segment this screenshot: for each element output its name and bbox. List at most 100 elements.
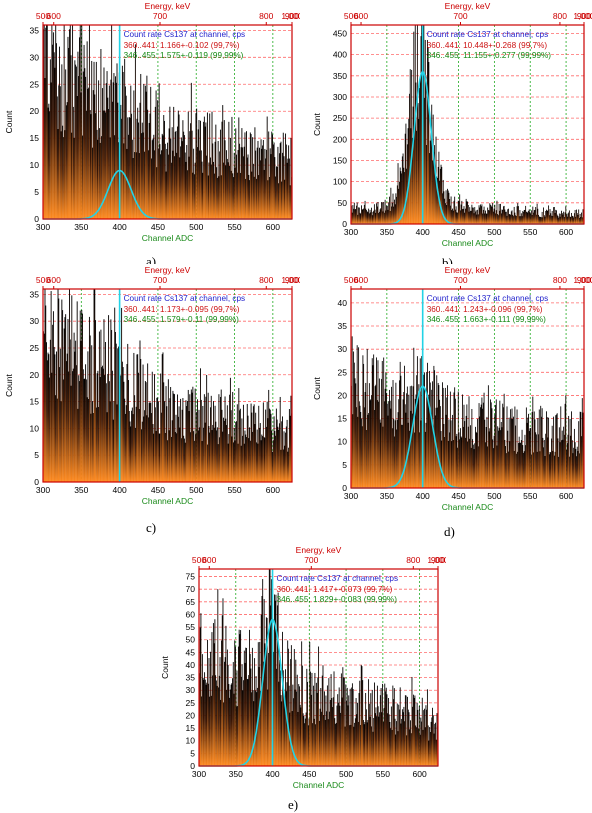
spectrum-bar (184, 442, 186, 482)
spectrum-bar (160, 150, 162, 219)
spectrum-bar (234, 167, 236, 219)
spectrum-bar (45, 27, 47, 219)
spectrum-bar (49, 377, 51, 482)
energy-tick-label: 1,000 (281, 11, 300, 21)
spectrum-bar (246, 437, 247, 482)
spectrum-bar (100, 49, 102, 219)
spectrum-bar (395, 382, 397, 488)
spectrum-bar (349, 725, 350, 766)
spectrum-bar (290, 659, 292, 766)
spectrum-bar (563, 211, 565, 224)
spectrum-bar (505, 211, 507, 224)
x-axis-label: Channel ADC (142, 233, 194, 243)
spectrum-bar (87, 351, 89, 482)
x-tick-label: 350 (74, 485, 88, 495)
spectrum-bar (113, 401, 115, 482)
spectrum-bar (379, 419, 381, 488)
spectrum-bar (166, 406, 168, 482)
spectrum-bar (568, 456, 570, 488)
spectrum-bar (265, 409, 267, 482)
spectrum-bar (426, 689, 428, 766)
plot-frame (350, 24, 585, 225)
y-tick-label: 150 (333, 155, 347, 165)
spectrum-bar (272, 144, 274, 219)
spectrum-bar (86, 41, 88, 219)
spectrum-bar (170, 387, 172, 482)
spectrum-bar (354, 718, 356, 766)
y-tick-label: 70 (186, 584, 196, 594)
spectrum-bar (48, 354, 50, 482)
spectrum-bar (533, 210, 535, 224)
spectrum-bar (82, 369, 84, 482)
spectrum-bar (428, 740, 430, 766)
spectrum-bar (400, 171, 402, 224)
spectrum-bar (155, 430, 157, 482)
spectrum-bar (151, 371, 153, 482)
spectrum-bar (153, 433, 155, 482)
spectrum-bar (472, 207, 474, 224)
spectrum-bar (394, 420, 396, 488)
spectrum-bar (246, 157, 248, 219)
spectrum-bar (130, 426, 132, 482)
spectrum-bar (401, 156, 403, 224)
spectrum-bar (82, 135, 83, 219)
spectrum-bar (408, 394, 410, 488)
spectrum-bar (514, 212, 516, 224)
y-tick-label: 35 (338, 321, 348, 331)
spectrum-bar (505, 446, 507, 488)
spectrum-bar (59, 46, 61, 219)
spectrum-bar (253, 404, 255, 482)
spectrum-bar (364, 200, 366, 224)
spectrum-bar (236, 421, 237, 482)
spectrum-bar (278, 153, 280, 219)
legend-row: 360..441: 1.243+-0.096 (99,7%) (427, 305, 543, 314)
spectrum-bar (174, 156, 175, 219)
spectrum-bar (116, 63, 118, 220)
spectrum-bar (464, 437, 466, 488)
spectrum-bar (466, 404, 468, 488)
spectrum-bar (49, 111, 51, 219)
spectrum-bar (525, 211, 527, 224)
spectrum-bar (193, 440, 195, 482)
spectrum-bar (339, 705, 341, 766)
spectrum-bar (206, 155, 208, 219)
spectrum-bar (69, 289, 70, 482)
spectrum-bar (244, 132, 246, 219)
spectrum-bar (60, 131, 62, 219)
spectrum-bar (371, 689, 373, 766)
energy-tick-label: 600 (354, 275, 368, 285)
legend-row: 346..455: 1.829+-0.083 (99,99%) (277, 595, 398, 604)
spectrum-bar (487, 446, 489, 488)
spectrum-bar (95, 113, 97, 219)
spectrum-bar (521, 429, 523, 488)
spectrum-bar (276, 419, 278, 482)
spectrum-bar (178, 114, 180, 219)
spectrum-bar (46, 25, 48, 219)
spectrum-bar (44, 289, 46, 482)
spectrum-bar (58, 85, 60, 219)
spectrum-bar (174, 431, 176, 482)
spectrum-bar (387, 209, 389, 224)
spectrum-bar (305, 712, 307, 766)
spectrum-bar (108, 315, 110, 482)
spectrum-bar (46, 25, 47, 219)
spectrum-bar (560, 406, 562, 488)
spectrum-bar (238, 388, 240, 482)
spectrum-bar (202, 405, 204, 482)
spectrum-bar (65, 105, 67, 219)
spectrum-bar (245, 647, 247, 766)
spectrum-bar (327, 719, 329, 766)
x-tick-label: 600 (559, 491, 573, 501)
spectrum-bar (290, 395, 292, 482)
spectrum-bar (59, 348, 61, 482)
spectrum-bar (415, 394, 417, 488)
spectrum-bar (374, 386, 376, 488)
spectrum-bar (151, 158, 152, 219)
spectrum-bar (289, 415, 291, 482)
spectrum-bar (507, 209, 509, 224)
spectrum-bar (239, 410, 241, 482)
spectrum-bar (200, 613, 202, 766)
spectrum-bar (375, 384, 377, 488)
spectrum-bar (415, 727, 417, 766)
spectrum-bar (567, 213, 569, 224)
